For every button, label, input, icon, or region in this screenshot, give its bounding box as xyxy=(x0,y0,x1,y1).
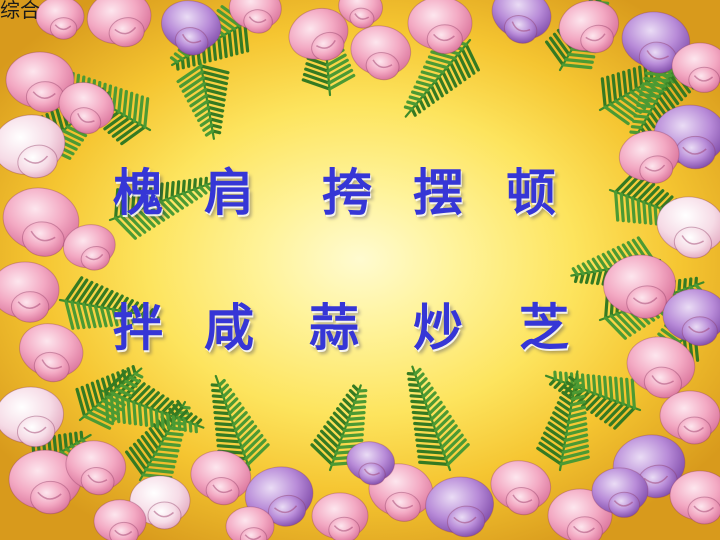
flower-blossom xyxy=(62,224,116,271)
corner-title-text: 综合 xyxy=(0,0,40,22)
flower-blossom xyxy=(618,130,680,184)
flower-blossom xyxy=(558,0,620,54)
flower-blossom xyxy=(190,450,252,506)
flower-blossom xyxy=(490,460,552,516)
fern-leaves xyxy=(28,0,706,485)
flower-blossom xyxy=(225,506,275,540)
flower-blossom xyxy=(603,254,676,319)
fern-frond xyxy=(176,58,230,140)
flower-blossom xyxy=(65,440,127,496)
word-char: 肩 xyxy=(204,163,254,222)
flower-blossom xyxy=(160,0,222,56)
word-char: 咸 xyxy=(204,298,254,357)
word-char: 炒 xyxy=(413,298,463,357)
flower-blossom xyxy=(662,288,720,347)
flower-blossom xyxy=(350,25,412,81)
fern-frond xyxy=(108,176,215,240)
flower-blossom xyxy=(338,0,383,29)
flower-blossom xyxy=(8,449,82,515)
fern-frond xyxy=(58,276,160,330)
flower-blossom xyxy=(0,386,65,448)
word-char: 芝 xyxy=(519,298,569,357)
flower-blossom xyxy=(591,467,649,518)
flower-blossom xyxy=(288,7,349,61)
flower-blossom xyxy=(346,441,396,486)
flower-blossom xyxy=(0,261,60,323)
word-char: 摆 xyxy=(413,163,463,222)
flower-blossom xyxy=(244,466,314,527)
flower-blossom xyxy=(5,51,75,113)
fern-frond xyxy=(75,365,144,430)
word-char: 槐 xyxy=(113,163,163,222)
flower-blossom xyxy=(407,0,473,55)
flower-blossom xyxy=(86,0,152,48)
flower-blossom xyxy=(621,11,691,74)
word-char: 蒜 xyxy=(309,298,359,357)
flower-blossom xyxy=(93,499,147,540)
fern-frond xyxy=(536,370,590,472)
flower-blossom xyxy=(491,0,552,44)
word-char: 挎 xyxy=(322,163,372,222)
flower-blossom xyxy=(656,196,720,259)
fern-frond xyxy=(403,35,480,118)
fern-frond xyxy=(406,365,470,472)
word-char: 拌 xyxy=(113,298,163,357)
flower-blossom xyxy=(129,475,191,530)
flower-blossom xyxy=(0,114,66,179)
flower-blossom xyxy=(626,336,696,399)
flower-blossom xyxy=(58,81,115,135)
flower-blossom xyxy=(311,492,369,540)
flower-blossom xyxy=(2,187,80,257)
flower-blossom xyxy=(659,390,720,445)
flower-blossom xyxy=(35,0,85,40)
flower-blossom xyxy=(425,476,495,538)
word-char: 顿 xyxy=(506,163,556,222)
flower-blossom xyxy=(671,42,720,93)
flower-blossom xyxy=(669,470,720,525)
flower-blossom xyxy=(228,0,282,34)
flower-blossom xyxy=(19,323,84,383)
